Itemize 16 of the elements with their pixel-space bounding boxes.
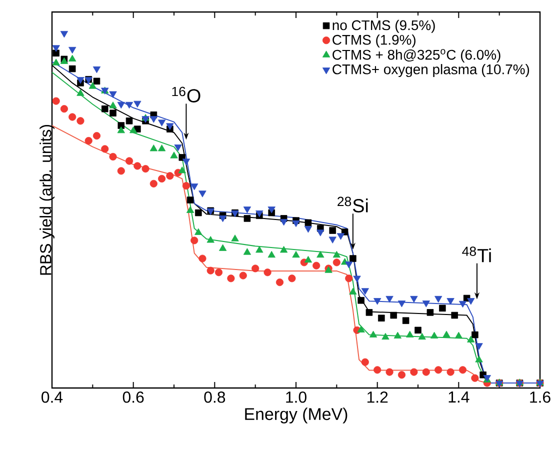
x-tick-label: 1.2 [367, 392, 388, 403]
annotation: $^{28}$Si [338, 196, 368, 212]
x-tick-label: 0.4 [42, 392, 63, 403]
legend-label: CTMS + 8h@325$^{o}$C (6.0%) [332, 49, 500, 62]
legend-label: CTMS+ oxygen plasma (10.7%) [332, 64, 530, 78]
legend-label: CTMS (1.9%) [332, 34, 416, 48]
x-tick-label: 0.6 [122, 392, 144, 403]
x-tick-label: 1.4 [448, 392, 470, 402]
annotation: $^{48}$Ti [462, 246, 491, 262]
y-axis-title: RBS yield (arb. units) [40, 124, 54, 275]
x-tick-label: 1.0 [286, 392, 306, 403]
annotation: $^{16}$O [172, 86, 200, 102]
x-axis-title: Energy (MeV) [245, 408, 348, 424]
x-tick-label: 0.8 [204, 392, 226, 403]
x-tick-label: 1.6 [530, 392, 550, 403]
legend-label: no CTMS (9.5%) [332, 20, 435, 33]
